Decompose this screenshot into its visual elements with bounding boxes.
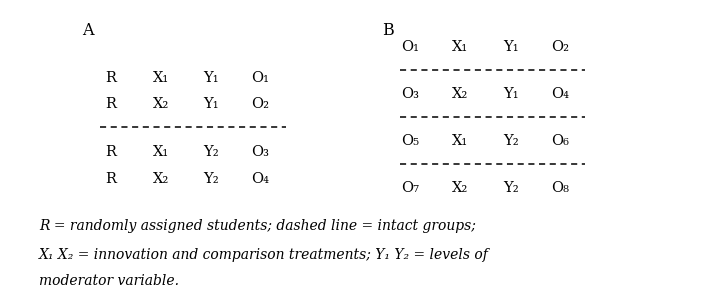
Text: O₈: O₈ [551, 180, 570, 195]
Text: Y₂: Y₂ [503, 134, 518, 148]
Text: X₂: X₂ [153, 97, 169, 111]
Text: Y₁: Y₁ [503, 87, 518, 101]
Text: R: R [105, 71, 116, 85]
Text: X₁: X₁ [153, 71, 169, 85]
Text: Y₂: Y₂ [203, 172, 218, 186]
Text: O₂: O₂ [251, 97, 270, 111]
Text: Y₁: Y₁ [203, 97, 218, 111]
Text: O₁: O₁ [401, 40, 420, 54]
Text: Y₂: Y₂ [503, 180, 518, 195]
Text: Y₂: Y₂ [203, 145, 218, 159]
Text: X₁: X₁ [153, 145, 169, 159]
Text: Y₁: Y₁ [503, 40, 518, 54]
Text: O₂: O₂ [551, 40, 570, 54]
Text: Y₁: Y₁ [203, 71, 218, 85]
Text: X₂: X₂ [153, 172, 169, 186]
Text: O₇: O₇ [401, 180, 420, 195]
Text: X₁ X₂ = innovation and comparison treatments; Y₁ Y₂ = levels of: X₁ X₂ = innovation and comparison treatm… [39, 248, 489, 262]
Text: O₃: O₃ [251, 145, 270, 159]
Text: R: R [105, 97, 116, 111]
Text: O₄: O₄ [551, 87, 570, 101]
Text: X₁: X₁ [453, 134, 468, 148]
Text: B: B [382, 22, 393, 39]
Text: A: A [82, 22, 94, 39]
Text: O₅: O₅ [401, 134, 420, 148]
Text: R: R [105, 145, 116, 159]
Text: O₆: O₆ [551, 134, 570, 148]
Text: O₃: O₃ [401, 87, 420, 101]
Text: X₁: X₁ [453, 40, 468, 54]
Text: O₁: O₁ [251, 71, 270, 85]
Text: R: R [105, 172, 116, 186]
Text: moderator variable.: moderator variable. [39, 274, 179, 288]
Text: O₄: O₄ [251, 172, 270, 186]
Text: X₂: X₂ [453, 180, 468, 195]
Text: X₂: X₂ [453, 87, 468, 101]
Text: R = randomly assigned students; dashed line = intact groups;: R = randomly assigned students; dashed l… [39, 219, 476, 233]
